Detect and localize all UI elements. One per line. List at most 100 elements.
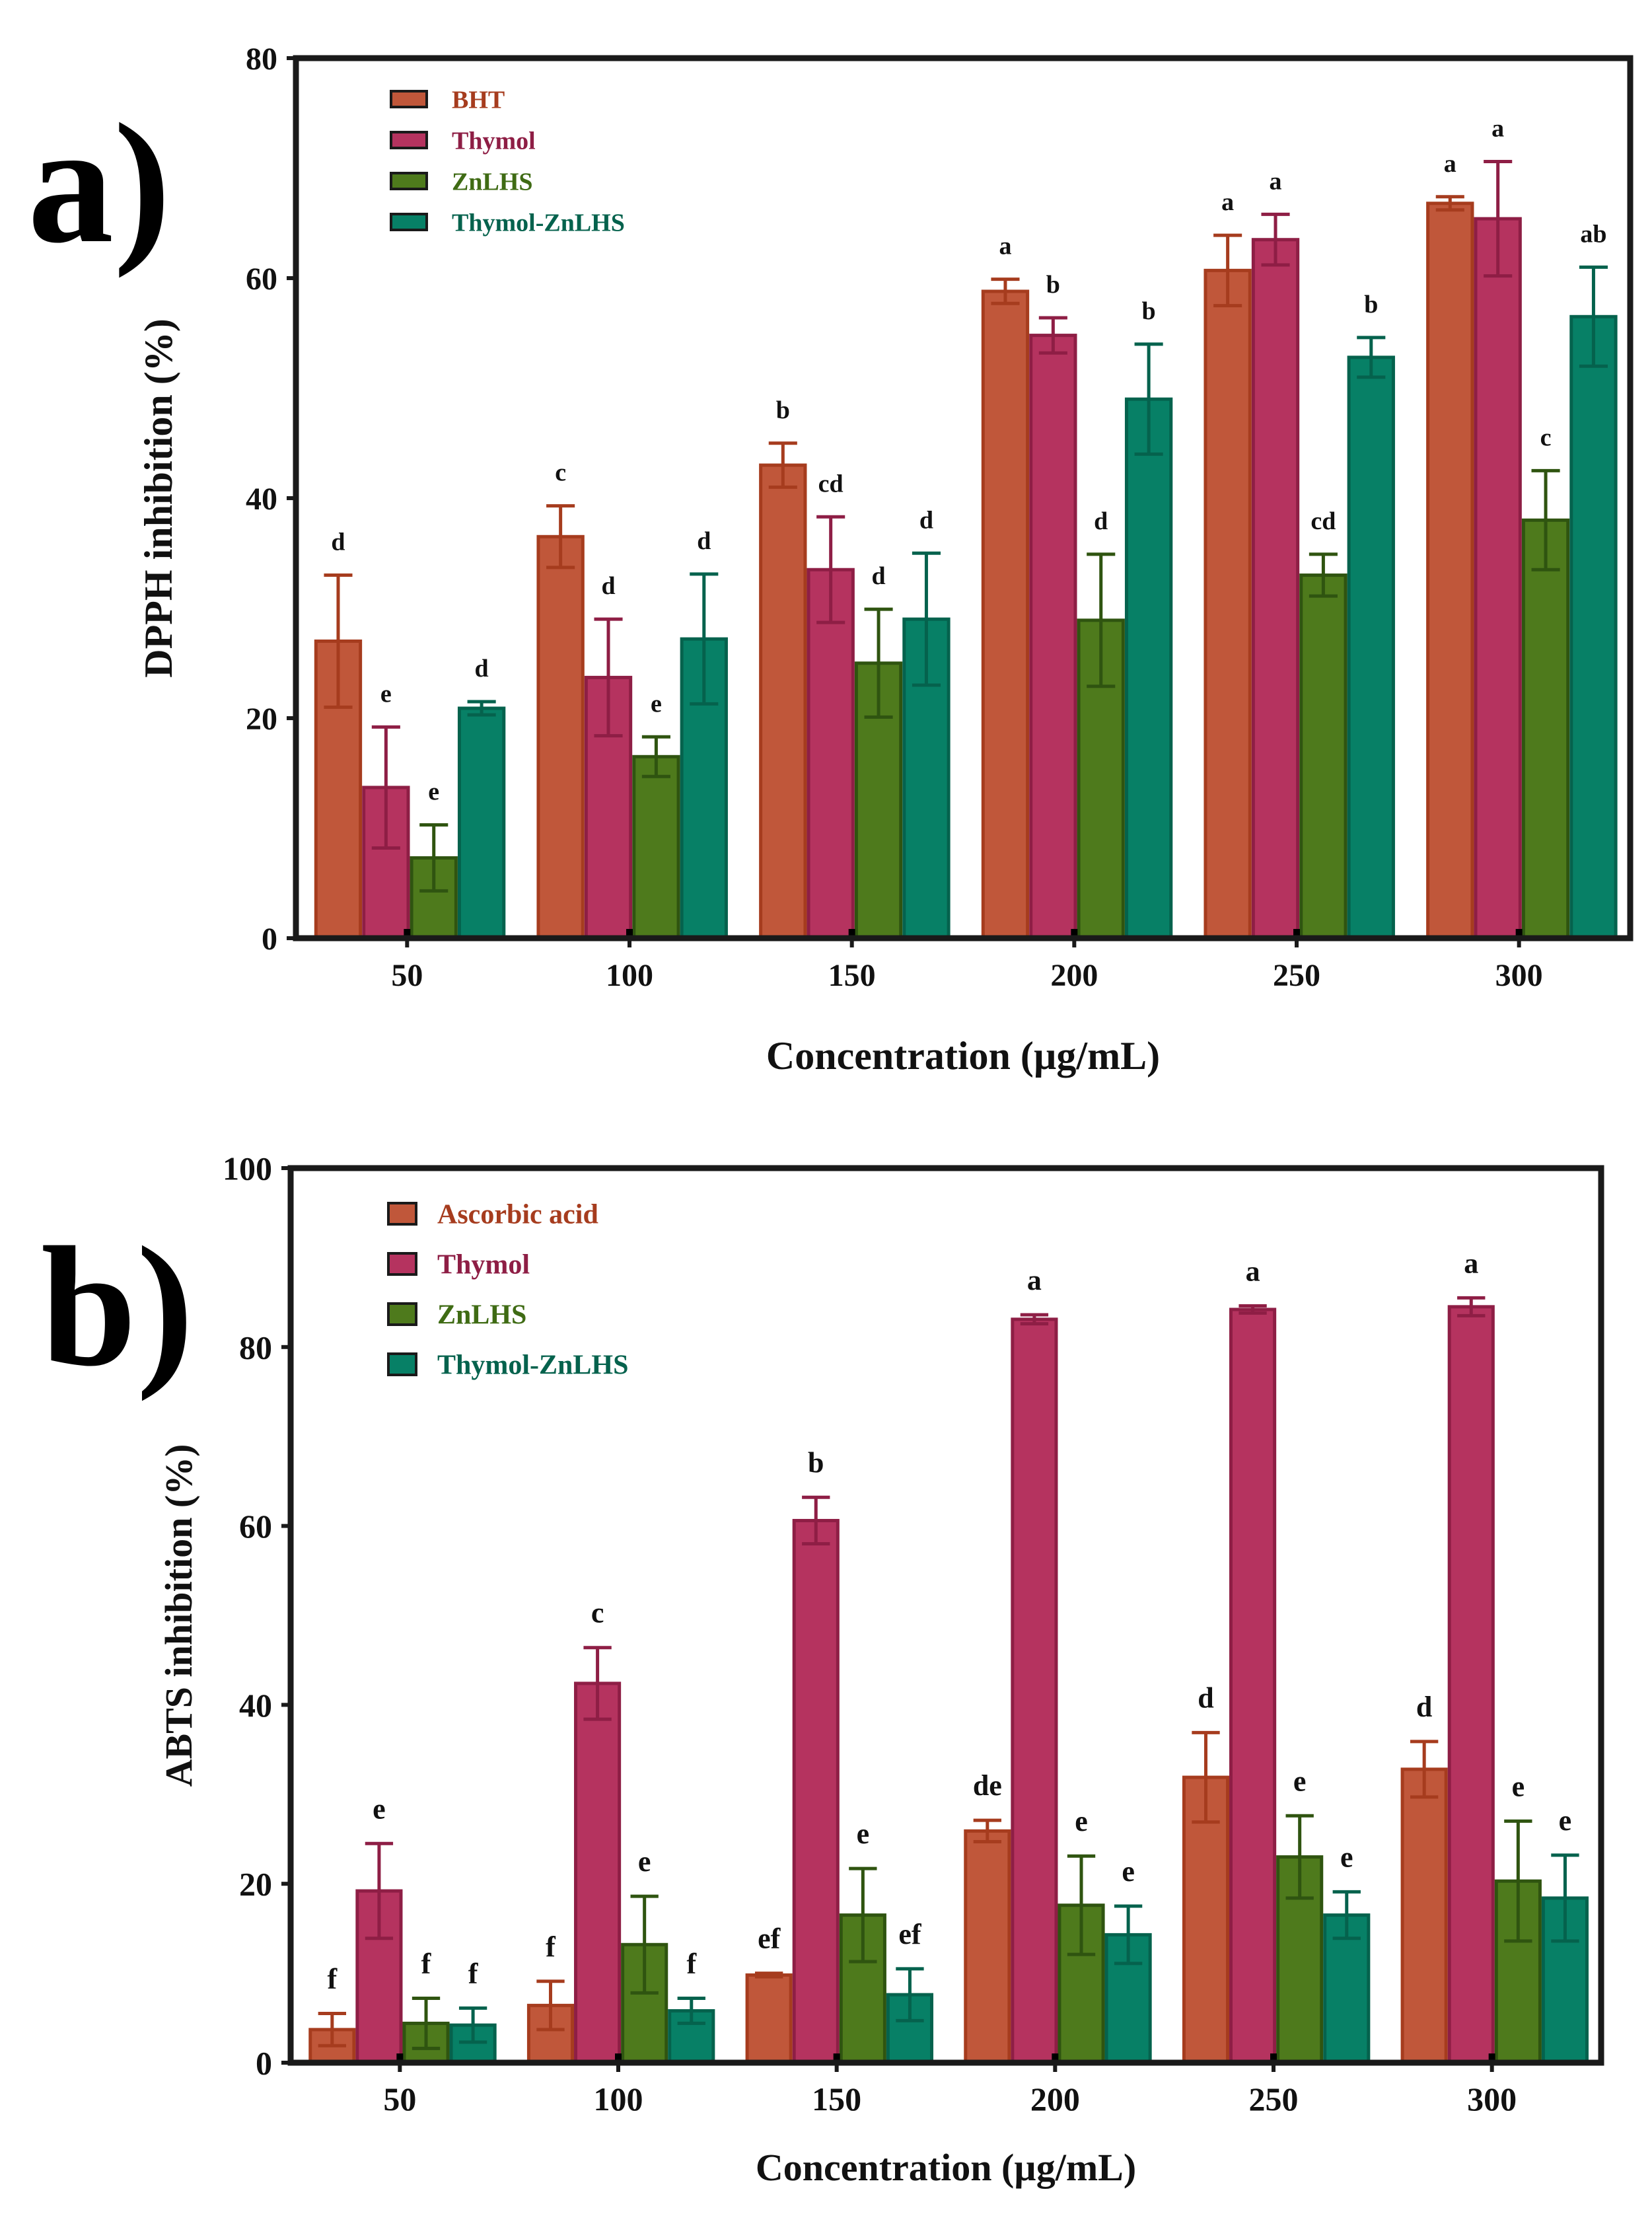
- y-tick-label: 60: [239, 1508, 272, 1545]
- legend-swatch: [390, 90, 428, 108]
- significance-letter: de: [973, 1769, 1002, 1802]
- category-marker: [1052, 2053, 1059, 2063]
- legend-label: Thymol-ZnLHS: [452, 209, 625, 237]
- category-marker: [833, 2053, 840, 2063]
- plot-frame: [287, 1165, 1604, 2066]
- significance-letter: b: [1364, 291, 1378, 318]
- y-tick-label: 40: [246, 482, 277, 517]
- category-marker: [396, 2053, 404, 2063]
- legend-swatch: [390, 213, 428, 231]
- significance-letter: cd: [1311, 507, 1336, 535]
- significance-letter: e: [1122, 1855, 1135, 1888]
- significance-letter: c: [555, 459, 566, 487]
- bar: [1521, 518, 1570, 940]
- significance-letter: cd: [818, 470, 844, 498]
- significance-letter: a: [1444, 150, 1456, 178]
- bar: [1426, 202, 1474, 940]
- significance-letter: f: [686, 1948, 697, 1980]
- category-marker: [1270, 2053, 1277, 2063]
- significance-letter: e: [428, 778, 439, 806]
- category-marker: [848, 929, 855, 938]
- legend-swatch: [387, 1352, 417, 1376]
- legend-label: Thymol: [437, 1250, 530, 1280]
- legend-label: ZnLHS: [437, 1300, 526, 1331]
- legend: Ascorbic acid Thymol ZnLHS Thymol-ZnLHS: [387, 1200, 628, 1381]
- y-tick-label: 20: [239, 1866, 272, 1903]
- x-tick-label: 150: [812, 2081, 861, 2118]
- legend-swatch: [387, 1252, 417, 1276]
- bar: [1229, 1308, 1277, 2065]
- bar: [1569, 314, 1618, 940]
- significance-letter: f: [327, 1963, 338, 1995]
- significance-letter: f: [546, 1931, 556, 1963]
- significance-letter: e: [373, 1792, 386, 1825]
- bar: [759, 463, 807, 940]
- bar: [1124, 397, 1173, 940]
- y-tick-label: 40: [239, 1687, 272, 1724]
- significance-letter: c: [1540, 424, 1552, 451]
- category-marker: [1515, 929, 1523, 938]
- bar: [1182, 1775, 1230, 2065]
- bar: [574, 1681, 622, 2065]
- significance-letter: d: [697, 527, 711, 555]
- bar: [807, 568, 855, 940]
- x-tick-label: 50: [391, 958, 423, 993]
- category-marker: [1071, 929, 1078, 938]
- legend-swatch: [387, 1302, 417, 1326]
- significance-letter: a: [999, 233, 1011, 260]
- x-tick-label: 200: [1030, 2081, 1080, 2118]
- legend: BHT Thymol ZnLHS Thymol-ZnLHS: [390, 86, 625, 237]
- significance-letter: d: [919, 506, 933, 534]
- significance-letter: e: [1293, 1765, 1307, 1797]
- category-marker: [1488, 2053, 1495, 2063]
- x-tick-label: 300: [1495, 958, 1543, 993]
- y-tick-label: 80: [246, 42, 277, 77]
- significance-letter: e: [857, 1818, 870, 1850]
- significance-letter: d: [475, 655, 489, 683]
- significance-letter: e: [651, 690, 662, 718]
- x-axis-title: Concentration (µg/mL): [766, 1034, 1160, 1078]
- significance-letter: a: [1464, 1247, 1478, 1279]
- significance-letter: f: [421, 1948, 432, 1980]
- series-thymol: e c b a a a: [355, 1247, 1495, 2065]
- panel-b-label: b): [41, 1212, 194, 1402]
- significance-letter: d: [1094, 507, 1108, 535]
- bar: [457, 706, 506, 940]
- significance-letter: ef: [898, 1918, 922, 1950]
- legend-label: Ascorbic acid: [437, 1200, 598, 1230]
- x-tick-label: 300: [1467, 2081, 1517, 2118]
- category-marker: [626, 929, 633, 938]
- panel-a-label: a): [28, 89, 171, 279]
- legend-label: Thymol-ZnLHS: [437, 1350, 628, 1381]
- significance-letter: b: [1142, 297, 1156, 325]
- y-tick-label: 100: [223, 1150, 272, 1187]
- y-tick-label: 60: [246, 262, 277, 297]
- legend-swatch: [387, 1202, 417, 1226]
- category-marker: [615, 2053, 622, 2063]
- bar: [964, 1829, 1011, 2065]
- significance-letter: f: [468, 1957, 479, 1989]
- bar: [981, 289, 1030, 940]
- significance-letter: a: [1491, 115, 1504, 143]
- x-tick-label: 200: [1050, 958, 1098, 993]
- y-tick-label: 0: [262, 922, 277, 957]
- category-marker: [1293, 929, 1300, 938]
- y-tick-label: 20: [246, 702, 277, 737]
- series-thymol-znlhs: d d d b b a b: [457, 220, 1618, 940]
- legend-label: Thymol: [452, 127, 536, 155]
- bar: [1203, 268, 1252, 940]
- significance-letter: a: [1027, 1264, 1042, 1296]
- x-tick-label: 150: [828, 958, 876, 993]
- significance-letter: e: [1340, 1841, 1353, 1873]
- bar: [1011, 1317, 1058, 2065]
- legend-swatch: [390, 172, 428, 190]
- significance-letter: d: [601, 572, 615, 600]
- significance-letter: b: [1046, 271, 1060, 299]
- significance-letter: e: [1559, 1804, 1572, 1837]
- significance-letter: d: [871, 562, 885, 590]
- bar: [632, 755, 680, 940]
- x-tick-label: 250: [1249, 2081, 1299, 2118]
- significance-letter: b: [808, 1446, 824, 1479]
